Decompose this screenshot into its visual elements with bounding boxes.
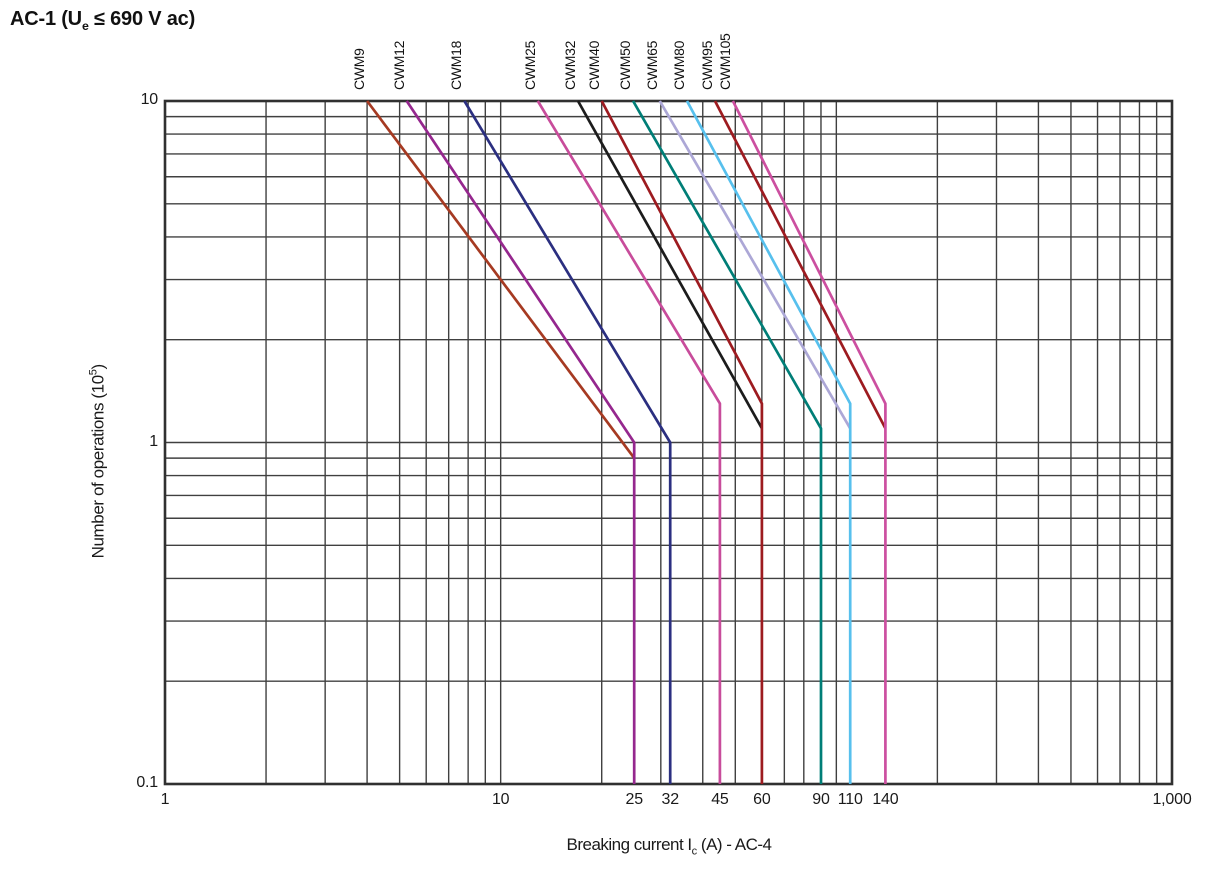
y-axis-title-superscript: 5 <box>87 369 100 376</box>
y-axis-title-suffix: ) <box>88 364 108 370</box>
x-tick-label-10: 10 <box>491 791 510 808</box>
series-line-CWM65 <box>658 100 852 430</box>
y-axis-title-text: Number of operations (10 <box>88 375 108 559</box>
chart-title: AC-1 (Ue ≤ 690 V ac) <box>10 8 195 33</box>
series-line-CWM95 <box>713 100 887 430</box>
x-tick-label-1000: 1,000 <box>1152 791 1192 808</box>
curve-label-CWM32: CWM32 <box>562 40 579 90</box>
chart-title-text: AC-1 (U <box>10 8 82 30</box>
series-line-CWM40 <box>600 100 764 784</box>
x-tick-label-60: 60 <box>753 791 771 808</box>
series-line-CWM9 <box>366 100 636 459</box>
y-tick-label-10: 10 <box>140 91 159 108</box>
curve-label-CWM25: CWM25 <box>521 40 538 90</box>
curve-label-CWM18: CWM18 <box>448 40 465 90</box>
series-line-CWM12 <box>405 100 636 784</box>
x-tick-label-90: 90 <box>812 791 830 808</box>
x-tick-label-25: 25 <box>625 791 644 808</box>
x-tick-label-110: 110 <box>837 791 863 808</box>
x-axis-title: Breaking current Ic (A) - AC-4 <box>469 835 869 857</box>
y-tick-label-1: 1 <box>149 432 158 450</box>
series-line-CWM25 <box>536 100 722 784</box>
x-axis-title-subscript: c <box>691 845 698 858</box>
series-line-CWM50 <box>631 100 823 784</box>
x-tick-label-1: 1 <box>160 791 170 808</box>
curve-label-CWM40: CWM40 <box>585 40 602 90</box>
x-tick-label-32: 32 <box>661 791 680 808</box>
series-line-CWM18 <box>463 100 672 784</box>
chart-title-subscript: e <box>81 19 89 33</box>
plot-border <box>163 99 1174 786</box>
y-tick-label-01: 0.1 <box>136 774 158 791</box>
series-line-CWM105 <box>731 100 887 784</box>
chart-title-suffix: ≤ 690 V ac) <box>88 8 196 30</box>
curve-label-CWM80: CWM80 <box>670 40 687 90</box>
curve-label-CWM95: CWM95 <box>698 40 715 90</box>
x-tick-label-140: 140 <box>872 791 899 808</box>
x-tick-label-45: 45 <box>711 791 729 808</box>
curve-label-CWM50: CWM50 <box>617 40 634 90</box>
curve-label-CWM9: CWM9 <box>351 48 368 90</box>
curve-label-CWM12: CWM12 <box>390 40 407 90</box>
curve-label-CWM105: CWM105 <box>716 33 733 90</box>
series-line-CWM32 <box>576 100 764 430</box>
x-axis-title-suffix: (A) - AC-4 <box>696 835 772 854</box>
curve-label-CWM65: CWM65 <box>643 40 660 90</box>
x-axis-title-text: Breaking current I <box>566 835 692 854</box>
series-line-CWM80 <box>685 100 852 784</box>
y-axis-title: Number of operations (105) <box>88 301 109 621</box>
